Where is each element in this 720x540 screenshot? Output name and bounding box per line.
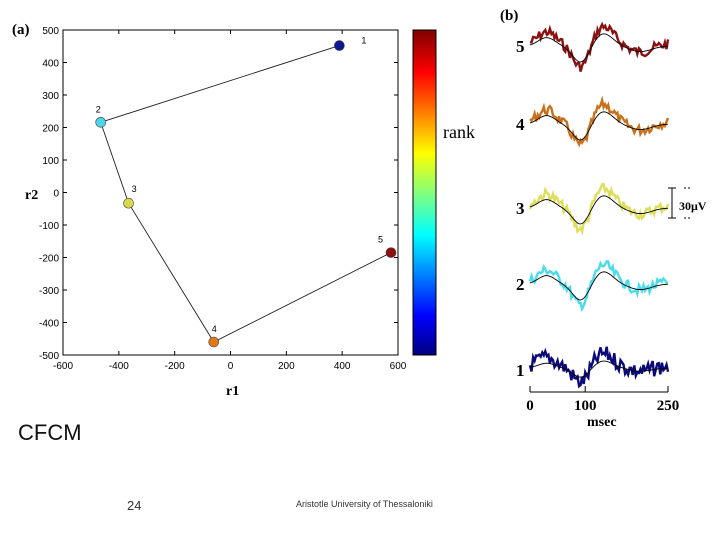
- waveform-cluster-4: [529, 95, 670, 148]
- waveform-row-label: 4: [516, 115, 525, 134]
- x-tick-label: 400: [334, 361, 351, 372]
- cluster-point-5: [385, 247, 397, 258]
- panel-b-label: (b): [500, 8, 518, 24]
- waveform-average-1: [529, 360, 669, 378]
- footer-institution: Aristotle University of Thessaloniki: [296, 499, 433, 509]
- slide-title: CFCM: [18, 420, 82, 445]
- panel-a-label: (a): [12, 22, 30, 38]
- cluster-point-label: 1: [361, 36, 366, 46]
- y-tick-label: 200: [42, 124, 59, 135]
- x-tick-label: 0: [228, 361, 234, 372]
- waveform-cluster-5: [530, 21, 670, 72]
- waveform-row-label: 2: [516, 275, 525, 294]
- y-tick-label: -500: [39, 351, 59, 362]
- x-tick-label: -400: [109, 361, 129, 372]
- colorbar: [412, 29, 437, 356]
- plot-frame: [62, 29, 399, 356]
- y-tick-label: -400: [39, 319, 59, 330]
- x-tick-label: -600: [53, 361, 73, 372]
- waveform-cluster-2: [528, 260, 669, 313]
- waveform-average-4: [529, 111, 669, 141]
- scale-bar: [668, 187, 692, 219]
- page-number: 24: [127, 498, 142, 513]
- x-tick-label: 200: [278, 361, 295, 372]
- cluster-point-4: [208, 336, 220, 348]
- y-tick-label: 300: [42, 91, 59, 102]
- waveform-cluster-3: [528, 182, 670, 236]
- waveform-row-label: 3: [516, 199, 525, 218]
- x-tick-label: 600: [390, 361, 407, 372]
- y-tick-label: -100: [39, 221, 59, 232]
- time-tick-label: 100: [574, 398, 597, 414]
- scale-bar-label: 30μV: [679, 199, 707, 213]
- y-tick-label: -200: [39, 254, 59, 265]
- cluster-point-label: 2: [96, 104, 101, 114]
- cluster-point-1: [334, 40, 345, 51]
- cluster-point-label: 3: [132, 184, 137, 194]
- x-axis-label: r1: [226, 384, 239, 399]
- cluster-point-label: 5: [378, 235, 383, 245]
- cluster-point-label: 4: [212, 324, 217, 334]
- waveform-row-label: 1: [516, 361, 525, 380]
- cluster-point-3: [123, 197, 134, 209]
- time-tick-label: 0: [526, 398, 534, 414]
- colorbar-label: rank: [443, 122, 475, 142]
- waveform-cluster-1: [528, 346, 670, 389]
- y-axis-label: r2: [25, 188, 38, 203]
- y-tick-label: 0: [53, 189, 59, 200]
- waveform-row-label: 5: [516, 37, 525, 56]
- y-tick-label: 400: [42, 59, 59, 70]
- time-tick-label: 250: [657, 398, 680, 414]
- y-tick-label: -300: [39, 286, 59, 297]
- waveform-average-2: [529, 271, 669, 301]
- waveform-average-3: [529, 195, 669, 225]
- y-tick-label: 500: [42, 26, 59, 37]
- y-tick-label: 100: [42, 156, 59, 167]
- time-axis-label: msec: [587, 415, 617, 430]
- cluster-point-2: [95, 117, 106, 128]
- x-tick-label: -200: [165, 361, 185, 372]
- waveform-average-5: [529, 33, 669, 63]
